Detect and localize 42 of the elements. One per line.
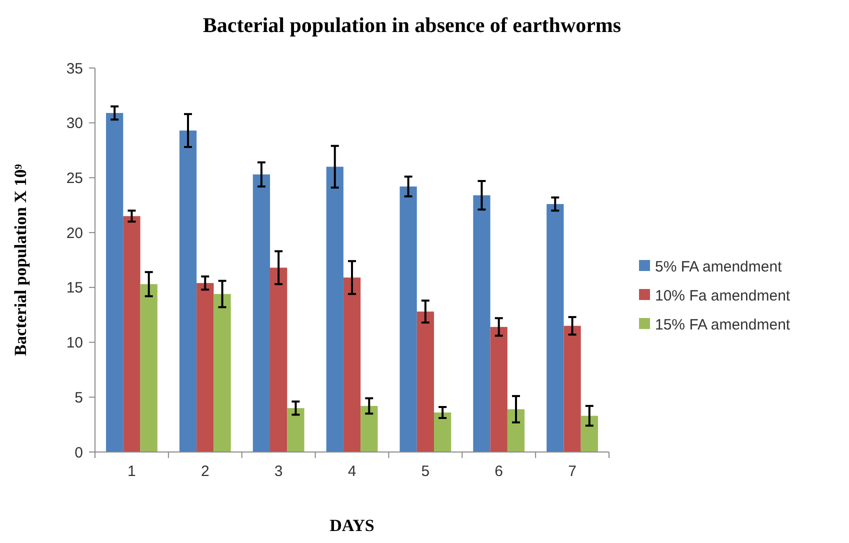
x-axis-title: DAYS [330,516,374,535]
bar [179,130,197,452]
y-axis-title: Bacterial population X 10⁹ [11,164,30,356]
bar [343,278,361,452]
y-tick-label: 20 [66,224,83,242]
bar [490,326,508,452]
x-tick-label: 2 [200,463,210,480]
x-tick-label: 3 [274,463,283,480]
x-tick-label: 5 [421,463,430,480]
bar [473,195,490,452]
bar [287,408,304,452]
chart-title: Bacterial population in absence of earthworms [202,13,622,37]
y-tick-label: 5 [74,389,83,406]
bar [106,112,124,452]
x-tick-label: 4 [348,463,356,480]
bar [360,406,378,452]
x-tick-label: 7 [568,463,576,480]
y-tick-label: 25 [66,170,83,187]
bar [196,283,214,452]
bar [326,166,344,452]
y-tick-label: 10 [66,334,83,352]
bar [546,204,564,452]
x-tick-label: 1 [128,463,136,480]
legend-label: 5% FA amendment [655,258,783,276]
bar [416,312,434,452]
bar [400,186,417,452]
bar [214,294,231,452]
bar [270,268,288,452]
bar [580,416,598,452]
bar [123,216,140,452]
bar [140,284,158,452]
bar [252,174,270,452]
legend-label: 15% FA amendment [655,316,791,334]
y-tick-label: 35 [66,60,83,78]
y-tick-label: 15 [66,280,83,297]
x-tick-label: 6 [494,463,504,480]
bar [434,412,452,452]
y-tick-label: 0 [74,444,83,462]
legend-label: 10% Fa amendment [655,287,791,304]
bar [507,409,525,452]
bar [564,326,581,452]
y-tick-label: 30 [66,115,83,132]
